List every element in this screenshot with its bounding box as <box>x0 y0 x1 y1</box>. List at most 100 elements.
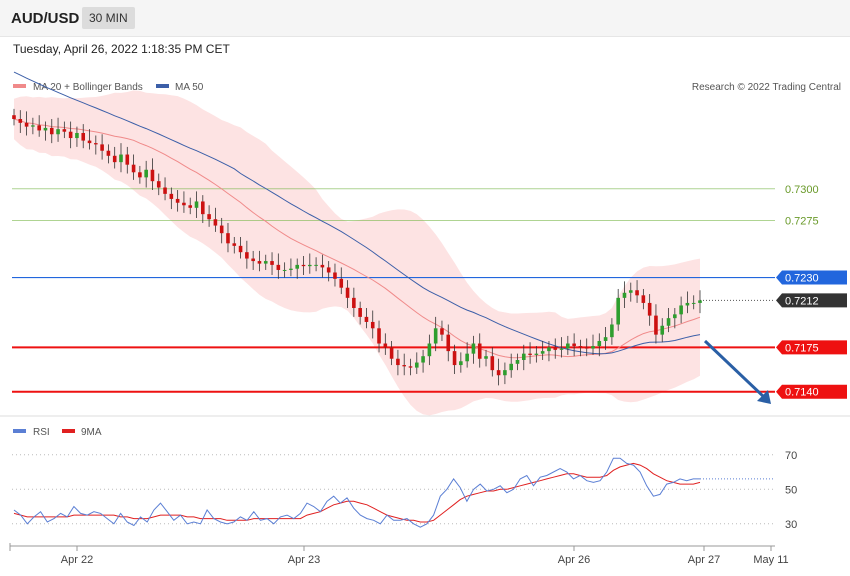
candle-body <box>459 361 463 366</box>
candle-body <box>144 169 148 178</box>
candle-body <box>345 287 350 298</box>
candle-body <box>679 305 683 315</box>
candle-body <box>622 292 627 298</box>
candle-body <box>597 340 602 347</box>
level-tag <box>776 384 847 399</box>
candle-body <box>213 219 218 226</box>
candle-body <box>238 245 243 253</box>
legend-rsi-label: RSI <box>33 427 50 438</box>
level-label: 0.7300 <box>785 184 819 196</box>
candle-body <box>559 348 564 350</box>
candle-body <box>698 300 702 303</box>
timeframe-badge[interactable]: 30 MIN <box>82 7 135 29</box>
legend-rsi-ma-swatch <box>62 429 75 433</box>
x-tick-label: Apr 23 <box>288 554 320 566</box>
candle-body <box>402 365 407 367</box>
candle-body <box>452 351 457 366</box>
candle-body <box>263 261 268 264</box>
candle-body <box>528 353 532 355</box>
candle-body <box>94 143 98 145</box>
candle-body <box>540 351 545 354</box>
candle-body <box>219 225 224 234</box>
candle-body <box>100 144 104 151</box>
candle-body <box>515 360 520 364</box>
candle-body <box>534 353 539 355</box>
candle-body <box>358 308 362 317</box>
timestamp: Tuesday, April 26, 2022 1:18:35 PM CET <box>13 42 230 56</box>
candle-body <box>314 264 318 266</box>
x-tick-label: Apr 27 <box>688 554 720 566</box>
legend-ma50-label: MA 50 <box>175 82 204 93</box>
candle-body <box>251 258 255 262</box>
candle-body <box>43 127 48 131</box>
x-tick-label: Apr 26 <box>558 554 590 566</box>
legend: MA 20 + Bollinger Bands MA 50 Research ©… <box>13 82 841 93</box>
candle-body <box>490 356 495 371</box>
candle-body <box>62 129 67 132</box>
candle-body <box>119 154 123 163</box>
candle-body <box>182 202 186 206</box>
candle-body <box>521 353 526 360</box>
candle-body <box>150 169 155 182</box>
candle-body <box>339 278 344 288</box>
rsi-ma-line <box>13 462 701 523</box>
candle-body <box>610 324 614 338</box>
candle-body <box>352 297 356 308</box>
candle-body <box>427 343 432 357</box>
level-tag-label: 0.7212 <box>785 295 819 307</box>
candle-body <box>276 264 281 270</box>
level-tag <box>776 340 847 355</box>
candle-body <box>326 267 331 273</box>
candle-body <box>553 347 558 350</box>
candle-body <box>194 201 199 208</box>
candle-body <box>509 363 513 371</box>
candle-body <box>383 343 388 348</box>
x-tick-label: May 11 <box>753 554 788 566</box>
copyright: Research © 2022 Trading Central <box>692 82 841 93</box>
candle-body <box>578 346 583 348</box>
candle-body <box>188 205 193 208</box>
candle-body <box>465 353 469 362</box>
candle-body <box>245 252 249 259</box>
candle-body <box>37 125 41 131</box>
candle-body <box>12 115 16 120</box>
candle-body <box>175 198 180 203</box>
candle-body <box>603 337 608 341</box>
candle-body <box>566 343 570 349</box>
candle-body <box>295 264 300 269</box>
candle-body <box>125 154 130 165</box>
candle-body <box>591 346 595 349</box>
candle-body <box>370 321 375 329</box>
candle-body <box>156 181 161 188</box>
candle-body <box>201 201 205 215</box>
candle-body <box>377 328 381 344</box>
candle-body <box>49 127 54 135</box>
candle-body <box>477 343 482 359</box>
legend-rsi-swatch <box>13 429 26 433</box>
candle-body <box>333 272 337 279</box>
candle-body <box>87 140 92 144</box>
legend-rsi-ma-label: 9MA <box>81 427 102 438</box>
candle-body <box>685 302 690 306</box>
candle-body <box>81 132 86 141</box>
candle-body <box>68 131 73 139</box>
candle-body <box>421 356 425 363</box>
candle-body <box>666 318 671 326</box>
legend-ma50-swatch <box>156 84 169 88</box>
candle-body <box>584 347 589 349</box>
candle-body <box>169 193 174 199</box>
level-tag-label: 0.7175 <box>785 342 819 354</box>
candle-body <box>433 328 438 344</box>
header-bar: AUD/USD 30 MIN <box>0 0 850 37</box>
forecast-arrow-head <box>757 390 771 404</box>
candle-body <box>471 343 476 354</box>
candle-body <box>106 150 111 156</box>
candle-body <box>320 264 325 268</box>
candle-body <box>503 370 507 376</box>
bollinger-band <box>14 90 700 416</box>
rsi-panel: RSI 9MA 70 50 30 <box>12 427 797 531</box>
level-tag <box>776 270 847 285</box>
level-tag <box>776 293 847 308</box>
candle-body <box>635 290 639 296</box>
